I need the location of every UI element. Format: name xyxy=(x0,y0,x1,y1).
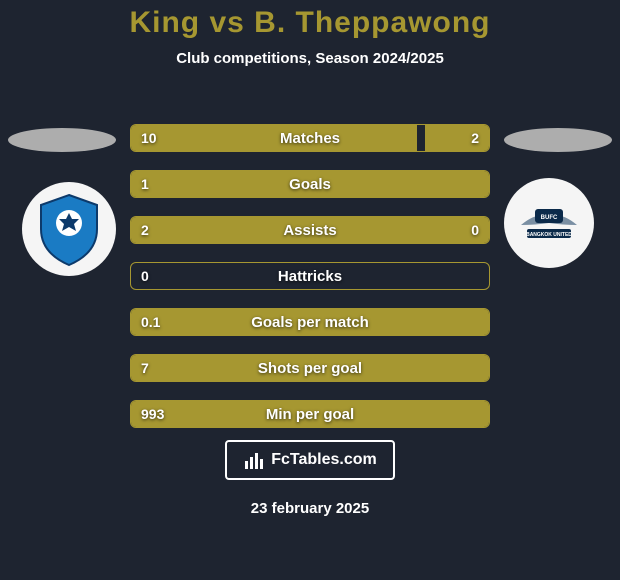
stat-label: Min per goal xyxy=(131,401,489,427)
club-badge-left xyxy=(22,182,116,276)
stat-row: Matches10 2 xyxy=(130,124,490,152)
player-shadow-left xyxy=(8,128,116,152)
chart-icon xyxy=(243,449,265,471)
club-badge-right: BUFC BANGKOK UNITED xyxy=(504,178,594,268)
svg-text:BANGKOK UNITED: BANGKOK UNITED xyxy=(526,232,572,238)
svg-text:BUFC: BUFC xyxy=(541,215,558,221)
stat-value-right: 2 xyxy=(471,125,479,151)
source-logo-text: FcTables.com xyxy=(271,451,377,469)
stat-value-left: 7 xyxy=(141,355,149,381)
stat-value-left: 0.1 xyxy=(141,309,160,335)
stat-value-left: 0 xyxy=(141,263,149,289)
stat-label: Goals per match xyxy=(131,309,489,335)
stat-label: Assists xyxy=(131,217,489,243)
stat-label: Goals xyxy=(131,171,489,197)
stat-value-left: 993 xyxy=(141,401,164,427)
stat-label: Hattricks xyxy=(131,263,489,289)
card-title: King vs B. Theppawong xyxy=(0,0,620,40)
source-logo: FcTables.com xyxy=(225,440,395,480)
player-shadow-right xyxy=(504,128,612,152)
stat-label: Matches xyxy=(131,125,489,151)
stat-value-right: 0 xyxy=(471,217,479,243)
club-crest-right-icon: BUFC BANGKOK UNITED xyxy=(511,185,587,261)
stat-label: Shots per goal xyxy=(131,355,489,381)
stat-bars: Matches102Goals1Assists20Hattricks0Goals… xyxy=(130,124,490,446)
stat-row: Goals per match0.1 xyxy=(130,308,490,336)
stat-value-left: 2 xyxy=(141,217,149,243)
stat-row: Shots per goal7 xyxy=(130,354,490,382)
stat-row: Hattricks0 xyxy=(130,262,490,290)
card-subtitle: Club competitions, Season 2024/2025 xyxy=(0,50,620,67)
stat-value-left: 1 xyxy=(141,171,149,197)
stat-row: Min per goal993 xyxy=(130,400,490,428)
stat-row: Goals1 xyxy=(130,170,490,198)
club-crest-left-icon xyxy=(29,189,109,269)
footer-date: 23 february 2025 xyxy=(0,500,620,517)
comparison-card: King vs B. Theppawong Club competitions,… xyxy=(0,0,620,580)
stat-row: Assists2 0 xyxy=(130,216,490,244)
stat-value-left: 10 xyxy=(141,125,157,151)
